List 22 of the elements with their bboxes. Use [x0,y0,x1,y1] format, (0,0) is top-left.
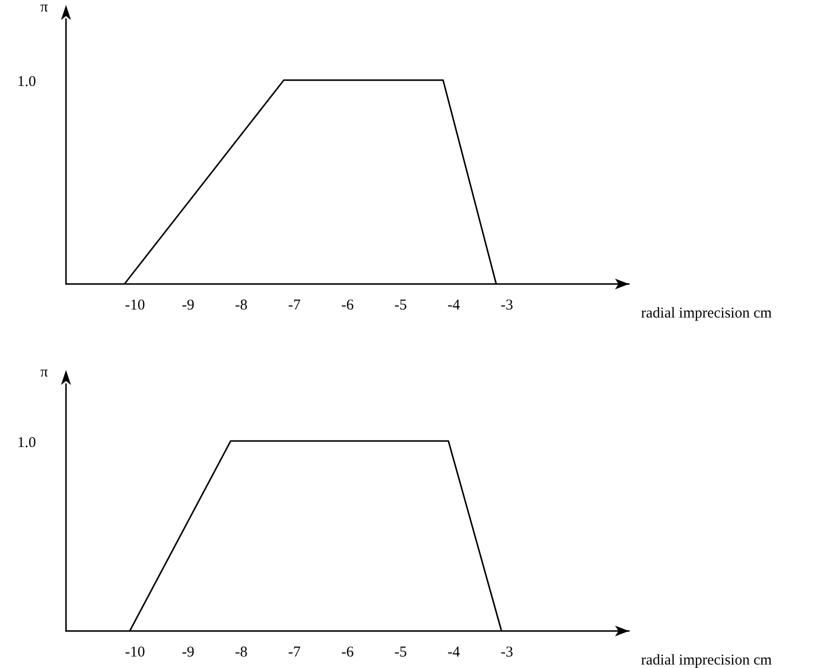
x-tick-label: -6 [341,644,354,660]
x-tick-label: -3 [500,298,514,314]
x-tick-label: -8 [235,298,248,314]
y-axis-title: π [40,364,48,380]
x-tick-label: -9 [182,644,194,660]
x-tick-label: -5 [394,298,407,314]
text: 1.0 [17,74,36,90]
x-axis-title: radial imprecision cm [641,306,772,322]
x-tick-label: -9 [182,298,194,314]
text: 1.0 [17,435,36,451]
x-axis-title: radial imprecision cm [641,652,772,668]
x-tick-label: -8 [235,644,248,660]
y-axis-title: π [40,0,48,16]
x-tick-label: -4 [447,298,460,314]
x-tick-label: -7 [288,298,302,314]
x-tick-label: -5 [394,644,407,660]
x-tick-label: -6 [341,298,354,314]
x-tick-label: -10 [125,644,146,660]
x-tick-label: -10 [125,298,146,314]
x-tick-label: -3 [500,644,514,660]
x-tick-label: -4 [447,644,460,660]
x-tick-label: -7 [288,644,302,660]
